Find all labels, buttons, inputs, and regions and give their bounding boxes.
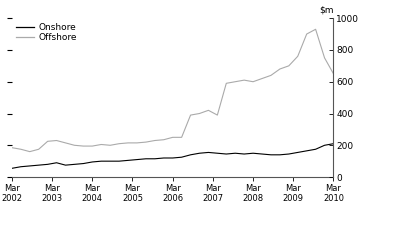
Legend: Onshore, Offshore: Onshore, Offshore [16, 23, 77, 42]
Text: $m: $m [319, 6, 333, 15]
